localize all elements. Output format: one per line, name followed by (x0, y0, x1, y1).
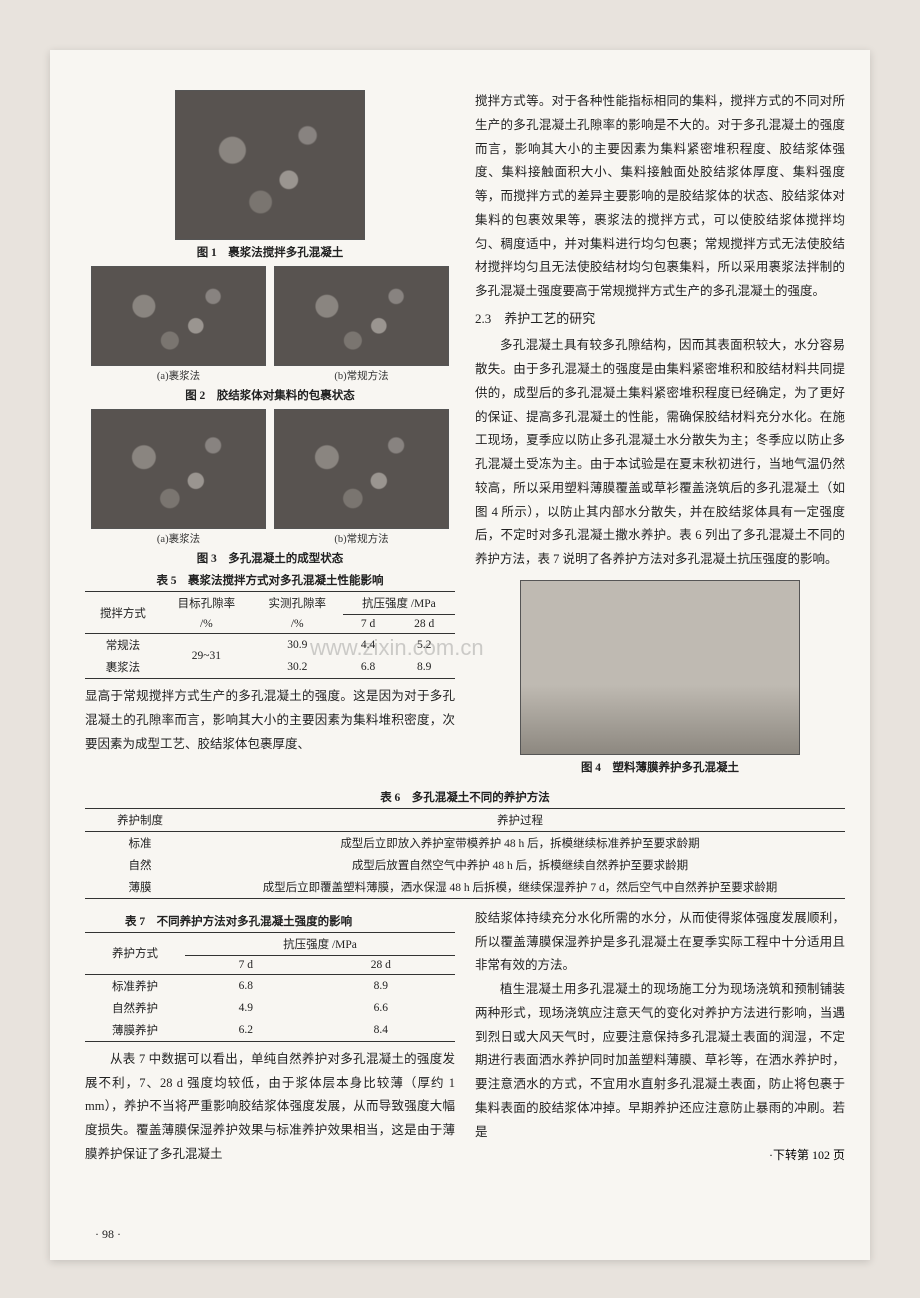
figure-1-image (175, 90, 365, 240)
table-cell: 成型后放置自然空气中养护 48 h 后，拆模继续自然养护至要求龄期 (195, 854, 845, 876)
figure-2a: (a)裹浆法 (91, 266, 266, 383)
table-header: 目标孔隙率 (161, 592, 252, 615)
table-row: 薄膜养护 6.2 8.4 (85, 1019, 455, 1042)
figure-3-pair: (a)裹浆法 (b)常规方法 (91, 409, 449, 546)
table-cell: 标准 (85, 831, 195, 854)
table-6-block: 表 6 多孔混凝土不同的养护方法 养护制度 养护过程 标准 成型后立即放入养护室… (85, 789, 845, 899)
table-row: 养护方式 抗压强度 /MPa (85, 932, 455, 955)
table-cell: 自然养护 (85, 997, 185, 1019)
table-cell: 6.8 (185, 974, 307, 997)
table-header: 7 d (343, 615, 394, 634)
body-paragraph: 胶结浆体持续充分水化所需的水分，从而使得浆体强度发展顺利，所以覆盖薄膜保湿养护是… (475, 907, 845, 978)
body-paragraph: 显高于常规搅拌方式生产的多孔混凝土的强度。这是因为对于多孔混凝土的孔隙率而言，影… (85, 685, 455, 756)
table-cell: 4.9 (185, 997, 307, 1019)
table-cell: 成型后立即覆盖塑料薄膜，洒水保湿 48 h 后拆模，继续保湿养护 7 d，然后空… (195, 876, 845, 899)
figure-2-pair: (a)裹浆法 (b)常规方法 (91, 266, 449, 383)
table-cell: 薄膜养护 (85, 1019, 185, 1042)
figure-4-caption: 图 4 塑料薄膜养护多孔混凝土 (581, 759, 739, 775)
figure-4: 图 4 塑料薄膜养护多孔混凝土 (475, 580, 845, 775)
table-cell: 5.2 (393, 634, 455, 657)
lower-columns: 表 7 不同养护方法对多孔混凝土强度的影响 养护方式 抗压强度 /MPa 7 d… (85, 907, 835, 1167)
figure-2-caption: 图 2 胶结浆体对集料的包裹状态 (185, 387, 355, 403)
table-cell: 6.6 (307, 997, 455, 1019)
table-cell: 8.4 (307, 1019, 455, 1042)
table-header: 28 d (307, 955, 455, 974)
upper-columns: 图 1 裹浆法搅拌多孔混凝土 (a)裹浆法 (b)常规方法 图 2 胶结浆体对集… (85, 90, 835, 781)
table-row: 自然养护 4.9 6.6 (85, 997, 455, 1019)
table-cell: 4.4 (343, 634, 394, 657)
figure-3a-image (91, 409, 266, 529)
document-page: 图 1 裹浆法搅拌多孔混凝土 (a)裹浆法 (b)常规方法 图 2 胶结浆体对集… (50, 50, 870, 1260)
table-cell: 常规法 (85, 634, 161, 657)
body-paragraph: 多孔混凝土具有较多孔隙结构，因而其表面积较大，水分容易散失。由于多孔混凝土的强度… (475, 334, 845, 572)
figure-2a-image (91, 266, 266, 366)
figure-2a-label: (a)裹浆法 (91, 368, 266, 383)
table-row: 养护制度 养护过程 (85, 808, 845, 831)
table-7: 养护方式 抗压强度 /MPa 7 d 28 d 标准养护 6.8 8.9 自然养… (85, 932, 455, 1042)
table-header: 抗压强度 /MPa (185, 932, 455, 955)
figure-4-image (520, 580, 800, 755)
table-cell: 标准养护 (85, 974, 185, 997)
figure-3a: (a)裹浆法 (91, 409, 266, 546)
figure-3b-image (274, 409, 449, 529)
table-6-title: 表 6 多孔混凝土不同的养护方法 (85, 789, 845, 805)
figure-3: (a)裹浆法 (b)常规方法 图 3 多孔混凝土的成型状态 (85, 409, 455, 566)
body-paragraph: 植生混凝土用多孔混凝土的现场施工分为现场浇筑和预制铺装两种形式，现场浇筑应注意天… (475, 978, 845, 1144)
figure-2b: (b)常规方法 (274, 266, 449, 383)
body-paragraph: 搅拌方式等。对于各种性能指标相同的集料，搅拌方式的不同对所生产的多孔混凝土孔隙率… (475, 90, 845, 304)
figure-3b-label: (b)常规方法 (274, 531, 449, 546)
table-row: 裹浆法 30.2 6.8 8.9 (85, 656, 455, 679)
figure-3-caption: 图 3 多孔混凝土的成型状态 (197, 550, 344, 566)
body-paragraph: 从表 7 中数据可以看出，单纯自然养护对多孔混凝土的强度发展不利，7、28 d … (85, 1048, 455, 1167)
figure-3b: (b)常规方法 (274, 409, 449, 546)
table-row: 自然 成型后放置自然空气中养护 48 h 后，拆模继续自然养护至要求龄期 (85, 854, 845, 876)
table-header: 养护过程 (195, 808, 845, 831)
lower-right-column: 胶结浆体持续充分水化所需的水分，从而使得浆体强度发展顺利，所以覆盖薄膜保湿养护是… (475, 907, 845, 1167)
table-cell: 8.9 (307, 974, 455, 997)
table-header: /% (252, 615, 343, 634)
left-column: 图 1 裹浆法搅拌多孔混凝土 (a)裹浆法 (b)常规方法 图 2 胶结浆体对集… (85, 90, 455, 781)
table-row: 搅拌方式 目标孔隙率 实测孔隙率 抗压强度 /MPa (85, 592, 455, 615)
table-6: 养护制度 养护过程 标准 成型后立即放入养护室带模养护 48 h 后，拆模继续标… (85, 808, 845, 899)
table-header: 养护方式 (85, 932, 185, 974)
figure-2b-image (274, 266, 449, 366)
table-header: 28 d (393, 615, 455, 634)
page-number: · 98 · (95, 1227, 121, 1242)
figure-3a-label: (a)裹浆法 (91, 531, 266, 546)
table-cell: 30.9 (252, 634, 343, 657)
table-cell: 6.2 (185, 1019, 307, 1042)
table-row: 常规法 29~31 30.9 4.4 5.2 (85, 634, 455, 657)
table-cell: 8.9 (393, 656, 455, 679)
table-row: 薄膜 成型后立即覆盖塑料薄膜，洒水保湿 48 h 后拆模，继续保湿养护 7 d，… (85, 876, 845, 899)
table-cell: 薄膜 (85, 876, 195, 899)
table-header: 实测孔隙率 (252, 592, 343, 615)
figure-2: (a)裹浆法 (b)常规方法 图 2 胶结浆体对集料的包裹状态 (85, 266, 455, 403)
right-column: 搅拌方式等。对于各种性能指标相同的集料，搅拌方式的不同对所生产的多孔混凝土孔隙率… (475, 90, 845, 781)
table-cell: 成型后立即放入养护室带模养护 48 h 后，拆模继续标准养护至要求龄期 (195, 831, 845, 854)
continue-note: ·下转第 102 页 (475, 1146, 845, 1163)
figure-1: 图 1 裹浆法搅拌多孔混凝土 (85, 90, 455, 260)
table-5: 搅拌方式 目标孔隙率 实测孔隙率 抗压强度 /MPa /% /% 7 d 28 … (85, 591, 455, 679)
table-row: 标准养护 6.8 8.9 (85, 974, 455, 997)
figure-1-caption: 图 1 裹浆法搅拌多孔混凝土 (197, 244, 344, 260)
table-row: 标准 成型后立即放入养护室带模养护 48 h 后，拆模继续标准养护至要求龄期 (85, 831, 845, 854)
table-cell: 30.2 (252, 656, 343, 679)
table-header: 抗压强度 /MPa (343, 592, 455, 615)
table-header: 搅拌方式 (85, 592, 161, 634)
table-7-title: 表 7 不同养护方法对多孔混凝土强度的影响 (85, 913, 455, 929)
table-cell: 自然 (85, 854, 195, 876)
table-cell: 裹浆法 (85, 656, 161, 679)
table-cell: 6.8 (343, 656, 394, 679)
table-header: 养护制度 (85, 808, 195, 831)
table-header: 7 d (185, 955, 307, 974)
table-cell: 29~31 (161, 634, 252, 679)
figure-2b-label: (b)常规方法 (274, 368, 449, 383)
section-heading: 2.3 养护工艺的研究 (475, 307, 845, 332)
lower-left-column: 表 7 不同养护方法对多孔混凝土强度的影响 养护方式 抗压强度 /MPa 7 d… (85, 907, 455, 1167)
table-header: /% (161, 615, 252, 634)
table-5-title: 表 5 裹浆法搅拌方式对多孔混凝土性能影响 (85, 572, 455, 588)
